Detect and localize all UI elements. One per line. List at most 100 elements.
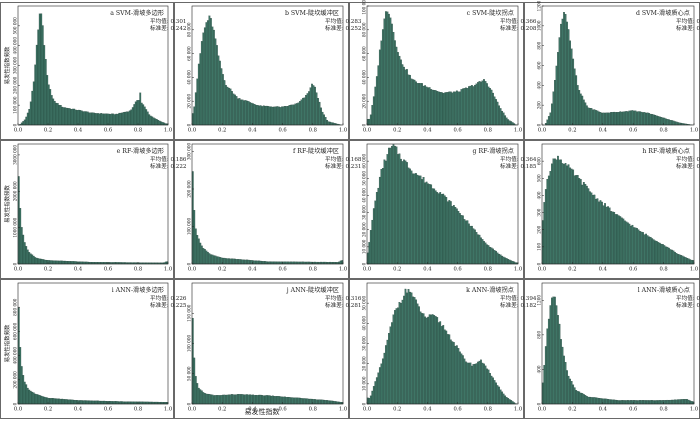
histogram-bar xyxy=(449,201,452,265)
histogram-bar xyxy=(668,247,670,265)
histogram-bar xyxy=(620,111,623,126)
histogram-bar xyxy=(223,257,226,265)
histogram-bar xyxy=(288,261,291,265)
histogram-bar xyxy=(462,355,464,405)
histogram-bar xyxy=(431,188,434,265)
histogram-bar xyxy=(314,86,316,126)
histogram-bar xyxy=(611,112,614,126)
x-tick-label: 0.4 xyxy=(74,407,83,413)
histogram-bar xyxy=(247,259,250,265)
histogram-bar xyxy=(67,399,70,405)
histogram-bar xyxy=(590,108,593,126)
histogram-bar xyxy=(279,396,282,405)
histogram-bar xyxy=(202,32,205,126)
plot-frame xyxy=(191,5,344,126)
histogram-bar xyxy=(64,260,67,265)
histogram-bar xyxy=(68,399,71,405)
y-tick-label: 60 000 xyxy=(362,153,367,168)
histogram-bar xyxy=(235,96,238,126)
histogram-bar xyxy=(225,85,227,126)
histogram-bar xyxy=(240,394,242,405)
histogram-bar xyxy=(252,103,255,126)
histogram-bar xyxy=(264,105,267,126)
histogram-bar xyxy=(291,104,294,126)
panel-std: 标准差: 0.225 xyxy=(150,301,187,309)
histogram-bar xyxy=(419,83,422,126)
histogram-bar xyxy=(474,229,476,265)
histogram-bar xyxy=(56,103,59,126)
histogram-bar xyxy=(386,339,389,405)
x-tick-label: 0.2 xyxy=(393,267,401,273)
histogram-bar xyxy=(256,260,259,265)
histogram-bar xyxy=(505,117,508,126)
histogram-bar xyxy=(501,391,504,405)
histogram-bar xyxy=(206,20,209,126)
histogram-bar xyxy=(160,121,163,126)
histogram-bar xyxy=(375,76,378,126)
histogram-bar xyxy=(428,184,431,265)
histogram-bar xyxy=(231,258,233,265)
histogram-bar xyxy=(610,112,613,126)
plot-frame xyxy=(541,143,695,265)
histogram-bar xyxy=(287,106,289,126)
histogram-bar xyxy=(122,112,125,126)
y-tick-label: 60 000 xyxy=(187,46,192,61)
histogram-bar xyxy=(142,401,145,405)
histogram-bar xyxy=(110,401,113,405)
histogram-bar xyxy=(383,18,386,126)
histogram-bar xyxy=(472,228,475,265)
histogram-bar xyxy=(276,106,279,126)
histogram-bar xyxy=(596,110,599,126)
histogram-bar xyxy=(127,401,130,405)
histogram-bar xyxy=(599,398,602,405)
histogram-bar xyxy=(640,400,643,405)
histogram-bar xyxy=(430,89,433,126)
histogram-bar xyxy=(140,401,143,405)
histogram-bar xyxy=(193,210,196,265)
histogram-bar xyxy=(37,29,40,126)
histogram-bar xyxy=(113,114,116,126)
histogram-bar xyxy=(113,401,116,405)
histogram-bar xyxy=(92,400,95,405)
histogram-bar xyxy=(567,375,570,405)
histogram-bar xyxy=(229,88,232,126)
histogram-bar xyxy=(208,253,211,265)
histogram-bar xyxy=(504,395,507,405)
histogram-bar xyxy=(630,225,632,265)
histogram-bar xyxy=(640,231,643,265)
histogram-bar xyxy=(241,259,244,265)
histogram-bar xyxy=(595,110,597,126)
histogram-bar xyxy=(613,111,616,126)
histogram-bar xyxy=(605,206,608,265)
histogram-bar xyxy=(554,79,556,126)
histogram-bar xyxy=(648,400,651,405)
histogram-bar xyxy=(163,122,166,126)
histogram-bar xyxy=(433,188,436,265)
histogram-bar xyxy=(288,397,291,405)
panel-title: k ANN-滑坡拐点 xyxy=(466,286,514,294)
histogram-bar xyxy=(273,261,276,265)
panel-title: h RF-滑坡质心点 xyxy=(642,147,690,155)
histogram-bar xyxy=(119,112,122,126)
histogram-bar xyxy=(513,261,516,265)
histogram-bar xyxy=(65,261,68,265)
histogram-bar xyxy=(240,99,242,126)
histogram-bar xyxy=(80,261,83,265)
histogram-bar xyxy=(302,97,304,126)
histogram-bar xyxy=(369,395,372,405)
histogram-bar xyxy=(103,400,106,405)
y-tick-label: 0 xyxy=(13,262,18,265)
histogram-bar xyxy=(293,104,295,126)
histogram-bar xyxy=(86,111,89,126)
x-tick-label: 0.2 xyxy=(44,128,52,134)
panel-std: 标准差: 0.198 xyxy=(676,301,700,309)
histogram-bar xyxy=(585,185,588,265)
histogram-bar xyxy=(651,238,654,265)
histogram-bar xyxy=(544,189,547,265)
histogram-bar xyxy=(424,316,427,405)
histogram-bar xyxy=(409,291,411,405)
histogram-bar xyxy=(642,232,644,265)
y-tick-label: 1000 xyxy=(537,20,542,31)
histogram-bar xyxy=(645,112,648,126)
histogram-bar xyxy=(648,113,651,126)
